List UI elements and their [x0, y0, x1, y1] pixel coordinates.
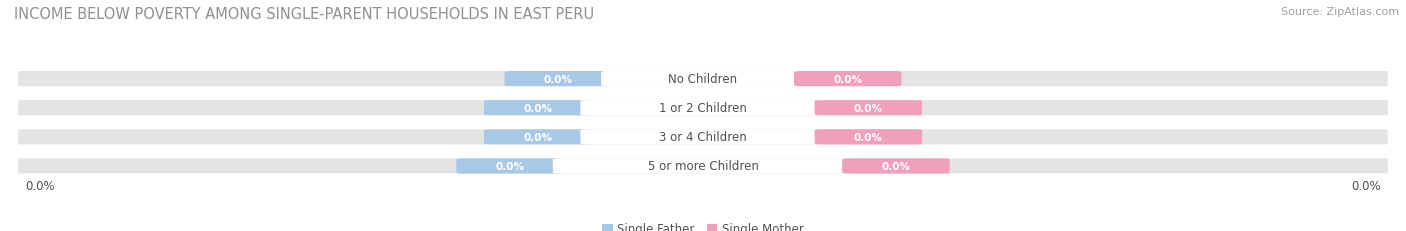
- Text: 0.0%: 0.0%: [544, 74, 572, 84]
- Text: 0.0%: 0.0%: [853, 103, 883, 113]
- Text: Source: ZipAtlas.com: Source: ZipAtlas.com: [1281, 7, 1399, 17]
- Text: 0.0%: 0.0%: [1351, 179, 1381, 192]
- FancyBboxPatch shape: [581, 101, 825, 116]
- FancyBboxPatch shape: [814, 101, 922, 116]
- FancyBboxPatch shape: [17, 71, 1389, 88]
- Text: INCOME BELOW POVERTY AMONG SINGLE-PARENT HOUSEHOLDS IN EAST PERU: INCOME BELOW POVERTY AMONG SINGLE-PARENT…: [14, 7, 595, 22]
- FancyBboxPatch shape: [17, 158, 1389, 174]
- FancyBboxPatch shape: [794, 72, 901, 87]
- Text: 0.0%: 0.0%: [882, 161, 911, 171]
- FancyBboxPatch shape: [581, 130, 825, 145]
- FancyBboxPatch shape: [484, 130, 592, 145]
- Text: 0.0%: 0.0%: [523, 103, 553, 113]
- Text: 0.0%: 0.0%: [834, 74, 862, 84]
- FancyBboxPatch shape: [600, 72, 806, 87]
- Text: 0.0%: 0.0%: [495, 161, 524, 171]
- Text: 0.0%: 0.0%: [523, 132, 553, 142]
- FancyBboxPatch shape: [842, 159, 949, 174]
- FancyBboxPatch shape: [17, 129, 1389, 146]
- FancyBboxPatch shape: [553, 159, 853, 174]
- Text: 5 or more Children: 5 or more Children: [648, 160, 758, 173]
- Text: 0.0%: 0.0%: [853, 132, 883, 142]
- Text: 3 or 4 Children: 3 or 4 Children: [659, 131, 747, 144]
- Text: 0.0%: 0.0%: [25, 179, 55, 192]
- FancyBboxPatch shape: [457, 159, 564, 174]
- FancyBboxPatch shape: [814, 130, 922, 145]
- FancyBboxPatch shape: [505, 72, 612, 87]
- FancyBboxPatch shape: [484, 101, 592, 116]
- Legend: Single Father, Single Mother: Single Father, Single Mother: [598, 217, 808, 231]
- FancyBboxPatch shape: [17, 100, 1389, 116]
- Text: 1 or 2 Children: 1 or 2 Children: [659, 102, 747, 115]
- Text: No Children: No Children: [668, 73, 738, 86]
